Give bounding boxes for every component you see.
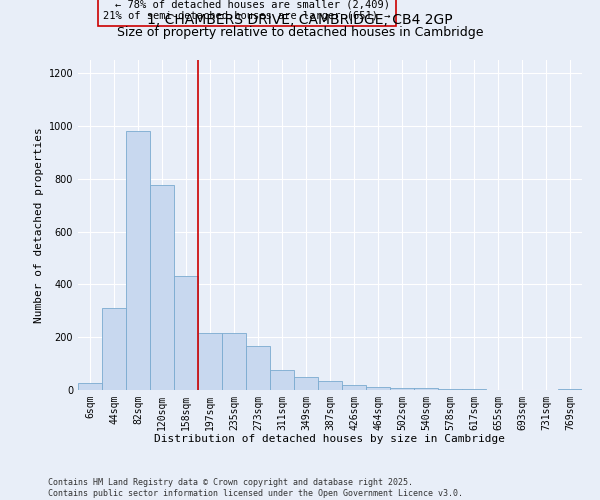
Text: Size of property relative to detached houses in Cambridge: Size of property relative to detached ho… — [117, 26, 483, 39]
Bar — [126, 132, 150, 390]
Bar — [198, 333, 222, 390]
Text: 1, CHAMBERS DRIVE, CAMBRIDGE, CB4 2GP: 1, CHAMBERS DRIVE, CAMBRIDGE, CB4 2GP — [147, 12, 453, 26]
Bar — [78, 384, 102, 390]
Bar — [270, 370, 294, 390]
Bar — [318, 381, 342, 390]
Bar — [294, 377, 318, 390]
Text: Contains HM Land Registry data © Crown copyright and database right 2025.
Contai: Contains HM Land Registry data © Crown c… — [48, 478, 463, 498]
Bar — [390, 388, 414, 390]
Bar — [342, 384, 366, 390]
Bar — [102, 308, 126, 390]
Bar — [246, 346, 270, 390]
Bar — [222, 333, 246, 390]
Bar — [558, 389, 582, 390]
Y-axis label: Number of detached properties: Number of detached properties — [34, 127, 44, 323]
X-axis label: Distribution of detached houses by size in Cambridge: Distribution of detached houses by size … — [155, 434, 505, 444]
Text: 1 CHAMBERS DRIVE: 189sqm
← 78% of detached houses are smaller (2,409)
21% of sem: 1 CHAMBERS DRIVE: 189sqm ← 78% of detach… — [103, 0, 391, 20]
Bar — [150, 186, 174, 390]
Bar — [366, 388, 390, 390]
Bar — [174, 276, 198, 390]
Bar — [414, 388, 438, 390]
